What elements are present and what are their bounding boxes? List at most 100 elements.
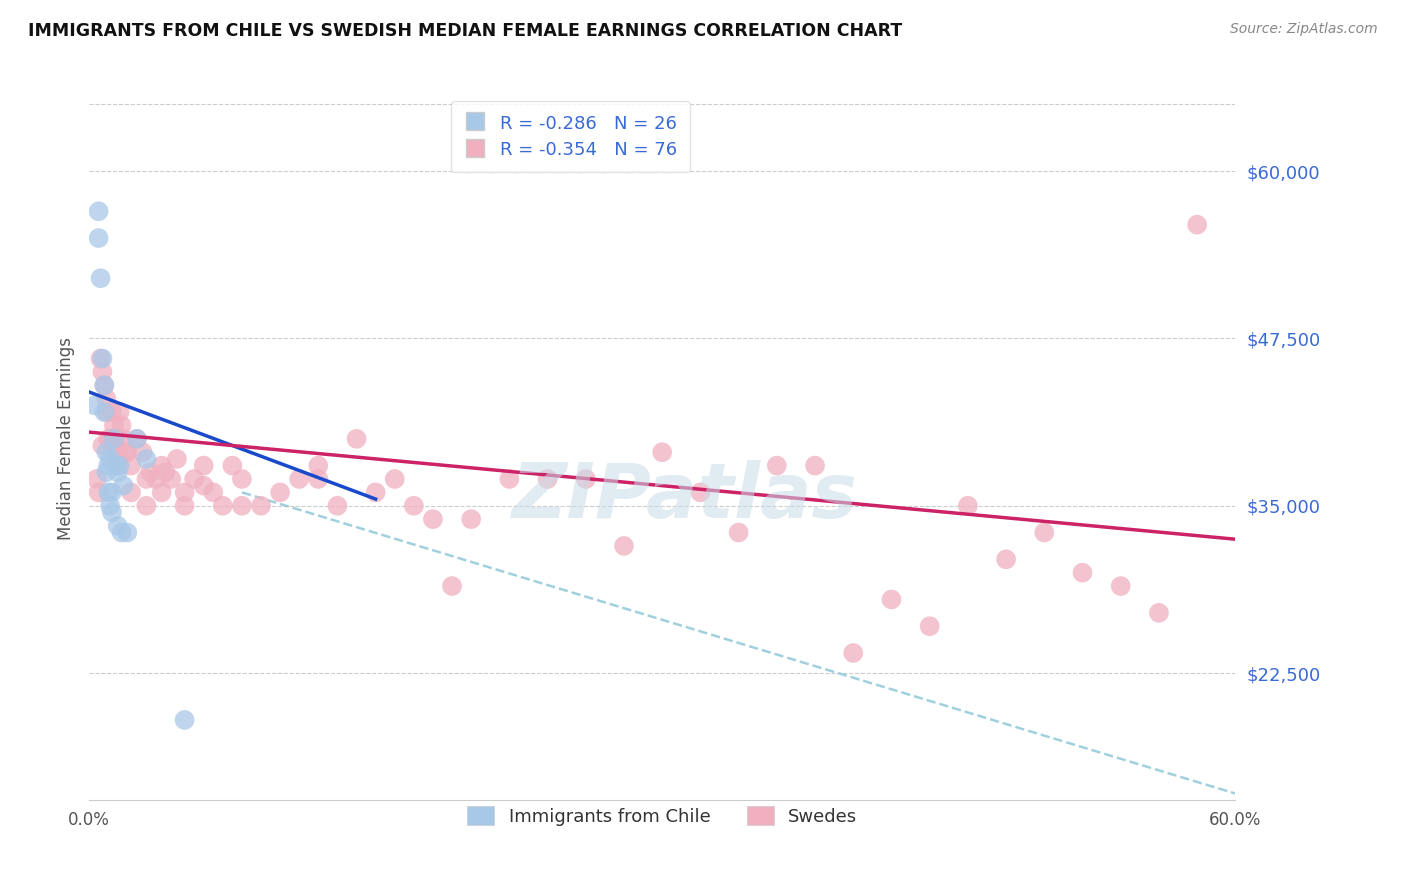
Point — [307, 458, 329, 473]
Point — [183, 472, 205, 486]
Point — [91, 365, 114, 379]
Point — [231, 472, 253, 486]
Legend: Immigrants from Chile, Swedes: Immigrants from Chile, Swedes — [458, 797, 866, 835]
Point — [131, 445, 153, 459]
Point — [441, 579, 464, 593]
Point — [117, 445, 139, 459]
Point — [804, 458, 827, 473]
Point — [112, 432, 135, 446]
Point — [139, 465, 162, 479]
Point — [346, 432, 368, 446]
Point — [364, 485, 387, 500]
Point — [90, 351, 112, 366]
Point — [689, 485, 711, 500]
Point — [87, 204, 110, 219]
Point — [101, 505, 124, 519]
Point — [1109, 579, 1132, 593]
Point — [498, 472, 520, 486]
Text: IMMIGRANTS FROM CHILE VS SWEDISH MEDIAN FEMALE EARNINGS CORRELATION CHART: IMMIGRANTS FROM CHILE VS SWEDISH MEDIAN … — [28, 22, 903, 40]
Point — [135, 451, 157, 466]
Point — [202, 485, 225, 500]
Point — [155, 465, 177, 479]
Point — [422, 512, 444, 526]
Point — [402, 499, 425, 513]
Point — [103, 418, 125, 433]
Point — [150, 485, 173, 500]
Point — [150, 458, 173, 473]
Point — [221, 458, 243, 473]
Point — [117, 525, 139, 540]
Point — [93, 378, 115, 392]
Point — [956, 499, 979, 513]
Point — [727, 525, 749, 540]
Point — [96, 405, 118, 419]
Point — [93, 378, 115, 392]
Point — [536, 472, 558, 486]
Point — [880, 592, 903, 607]
Point — [193, 478, 215, 492]
Point — [110, 525, 132, 540]
Point — [107, 445, 129, 459]
Point — [173, 485, 195, 500]
Point — [575, 472, 598, 486]
Point — [96, 465, 118, 479]
Point — [97, 485, 120, 500]
Point — [1033, 525, 1056, 540]
Point — [104, 432, 127, 446]
Point — [173, 713, 195, 727]
Point — [83, 398, 105, 412]
Point — [193, 458, 215, 473]
Point — [101, 405, 124, 419]
Point — [120, 485, 142, 500]
Text: Source: ZipAtlas.com: Source: ZipAtlas.com — [1230, 22, 1378, 37]
Point — [125, 432, 148, 446]
Point — [1071, 566, 1094, 580]
Point — [90, 271, 112, 285]
Point — [918, 619, 941, 633]
Point — [87, 231, 110, 245]
Point — [97, 458, 120, 473]
Point — [86, 472, 108, 486]
Point — [91, 351, 114, 366]
Point — [96, 392, 118, 406]
Point — [103, 432, 125, 446]
Y-axis label: Median Female Earnings: Median Female Earnings — [58, 337, 75, 541]
Point — [91, 438, 114, 452]
Point — [108, 458, 131, 473]
Point — [307, 472, 329, 486]
Point — [98, 432, 121, 446]
Point — [231, 499, 253, 513]
Point — [108, 405, 131, 419]
Point — [104, 458, 127, 473]
Point — [120, 458, 142, 473]
Point — [112, 478, 135, 492]
Text: ZIPatlas: ZIPatlas — [512, 459, 858, 533]
Point — [250, 499, 273, 513]
Point — [145, 472, 167, 486]
Point — [613, 539, 636, 553]
Point — [651, 445, 673, 459]
Point — [1185, 218, 1208, 232]
Point — [97, 432, 120, 446]
Point — [98, 499, 121, 513]
Point — [842, 646, 865, 660]
Point — [995, 552, 1018, 566]
Point — [384, 472, 406, 486]
Point — [460, 512, 482, 526]
Point — [101, 438, 124, 452]
Point — [766, 458, 789, 473]
Point — [107, 518, 129, 533]
Point — [101, 485, 124, 500]
Point — [135, 472, 157, 486]
Point — [110, 418, 132, 433]
Point — [107, 458, 129, 473]
Point — [96, 445, 118, 459]
Point — [166, 451, 188, 466]
Point — [269, 485, 291, 500]
Point — [114, 445, 136, 459]
Point — [98, 451, 121, 466]
Point — [125, 432, 148, 446]
Point — [160, 472, 183, 486]
Point — [173, 499, 195, 513]
Point — [135, 499, 157, 513]
